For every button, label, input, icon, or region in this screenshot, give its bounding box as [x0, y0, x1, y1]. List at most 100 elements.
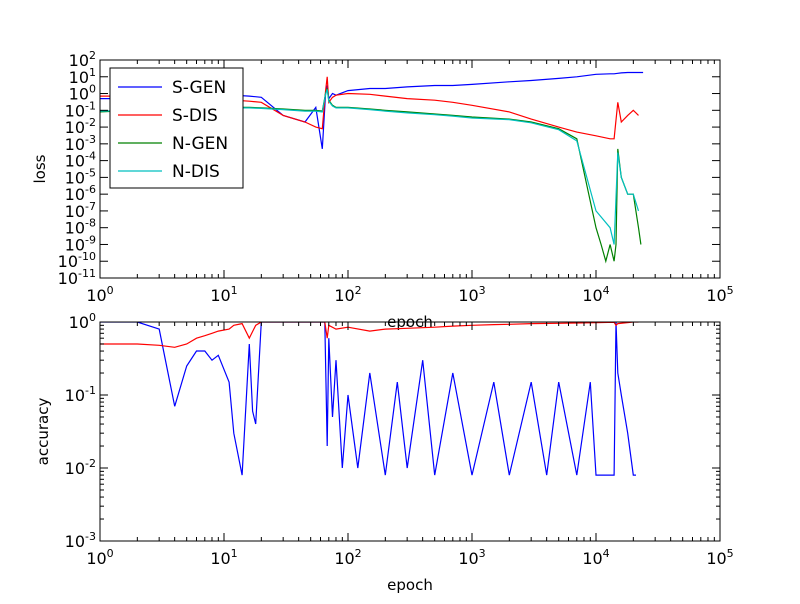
y-tick-label-base: 10: [58, 269, 78, 288]
series-line-s-gen: [100, 71, 644, 149]
x-tick-label-exp: 3: [479, 284, 486, 297]
y-tick-label-exp: -3: [85, 530, 96, 543]
series-line-1: [100, 322, 639, 348]
x-tick-label-exp: 2: [355, 547, 362, 560]
y-tick-label-exp: -9: [85, 233, 96, 246]
y-tick-label-exp: -3: [85, 133, 96, 146]
x-tick-label-exp: 3: [479, 547, 486, 560]
y-tick-label-exp: -2: [85, 457, 96, 470]
accuracy-panel: 100 101 102 103 104 10510-310-210-1100epochac…: [34, 311, 734, 594]
y-tick-label-base: 10: [65, 152, 85, 171]
x-tick-label-base: 10: [582, 286, 602, 305]
x-tick-label-exp: 0: [107, 284, 114, 297]
y-tick-label: 101: [69, 66, 96, 87]
y-tick-label: 10-8: [65, 217, 96, 238]
x-tick-label-base: 10: [334, 286, 354, 305]
y-tick-label-base: 10: [65, 135, 85, 154]
y-tick-label-exp: -10: [78, 250, 96, 263]
series-group: [100, 71, 644, 264]
x-tick-label: 104: [582, 284, 609, 305]
y-tick-label-base: 10: [65, 168, 85, 187]
y-tick-label-exp: 0: [89, 311, 96, 324]
series-group: [100, 322, 639, 476]
y-tick-label-base: 10: [65, 532, 85, 551]
series-line-0: [100, 322, 636, 476]
x-tick-label: 102: [334, 547, 361, 568]
x-tick-label: 101: [210, 547, 237, 568]
y-axis-label: accuracy: [34, 398, 52, 466]
x-tick-label-exp: 5: [727, 284, 734, 297]
legend-entry: S-GEN: [172, 78, 226, 98]
y-tick-label: 10-5: [65, 166, 96, 187]
y-tick-label: 10-1: [65, 384, 96, 405]
y-tick-label-base: 10: [65, 185, 85, 204]
y-tick-label: 10-10: [58, 250, 96, 271]
y-tick-label-base: 10: [69, 51, 89, 70]
y-tick-label: 10-9: [65, 233, 96, 254]
y-tick-label: 10-4: [65, 150, 96, 171]
legend-entry: N-DIS: [172, 162, 220, 182]
x-tick-label-base: 10: [334, 549, 354, 568]
y-tick-label-exp: -7: [85, 200, 96, 213]
y-tick-label: 10-2: [65, 457, 96, 478]
y-tick-label-base: 10: [65, 202, 85, 221]
y-tick-label: 10-7: [65, 200, 96, 221]
x-tick-label-base: 10: [706, 549, 726, 568]
x-tick-label: 100: [86, 284, 113, 305]
x-tick-label-base: 10: [582, 549, 602, 568]
y-tick-label: 10-6: [65, 183, 96, 204]
axes-frame: [99, 59, 721, 279]
y-tick-label-base: 10: [65, 386, 85, 405]
x-tick-label-base: 10: [86, 549, 106, 568]
legend-box: [109, 67, 244, 189]
y-axis-label: loss: [31, 154, 49, 183]
y-tick-label-exp: -11: [78, 267, 96, 280]
y-tick-label: 10-2: [65, 116, 96, 137]
y-tick-label-base: 10: [58, 252, 78, 271]
y-tick-label-base: 10: [65, 219, 85, 238]
y-tick-label-exp: 0: [89, 83, 96, 96]
x-tick-label: 104: [582, 547, 609, 568]
x-tick-label-base: 10: [86, 286, 106, 305]
y-tick-label-base: 10: [69, 85, 89, 104]
y-tick-label-exp: -1: [85, 99, 96, 112]
axes-frame: [99, 321, 721, 542]
y-tick-label-exp: -8: [85, 217, 96, 230]
x-tick-label-base: 10: [210, 286, 230, 305]
x-tick-label: 105: [706, 547, 733, 568]
y-tick-label-exp: -1: [85, 384, 96, 397]
y-tick-label: 10-3: [65, 530, 96, 551]
x-tick-label-base: 10: [210, 549, 230, 568]
legend-entry: S-DIS: [172, 106, 218, 126]
y-tick-label-base: 10: [65, 101, 85, 120]
x-tick-label-exp: 1: [231, 284, 238, 297]
y-tick-label-exp: -4: [85, 150, 96, 163]
x-tick-label-exp: 2: [355, 284, 362, 297]
x-tick-label-exp: 4: [603, 284, 610, 297]
series-line-n-dis: [100, 89, 640, 245]
y-tick-label: 100: [69, 83, 96, 104]
x-tick-label-base: 10: [458, 286, 478, 305]
y-tick-label: 102: [69, 49, 96, 70]
x-tick-label: 105: [706, 284, 733, 305]
series-line-s-dis: [100, 76, 639, 140]
y-tick-label-base: 10: [69, 313, 89, 332]
y-tick-label-exp: -2: [85, 116, 96, 129]
y-tick-label-base: 10: [65, 459, 85, 478]
x-axis-label: epoch: [387, 576, 433, 594]
x-tick-label-exp: 1: [231, 547, 238, 560]
y-tick-label-exp: 1: [89, 66, 96, 79]
x-tick-label-exp: 4: [603, 547, 610, 560]
y-tick-label: 100: [69, 311, 96, 332]
x-tick-label-exp: 0: [107, 547, 114, 560]
y-tick-label: 10-3: [65, 133, 96, 154]
legend-entry: N-GEN: [172, 134, 228, 154]
x-tick-label-base: 10: [706, 286, 726, 305]
legend: S-GEN S-DIS N-GEN N-DIS: [109, 67, 244, 189]
y-tick-label-exp: -6: [85, 183, 96, 196]
x-tick-label: 102: [334, 284, 361, 305]
y-tick-label: 10-11: [58, 267, 96, 288]
x-tick-label: 101: [210, 284, 237, 305]
y-tick-label-exp: 2: [89, 49, 96, 62]
